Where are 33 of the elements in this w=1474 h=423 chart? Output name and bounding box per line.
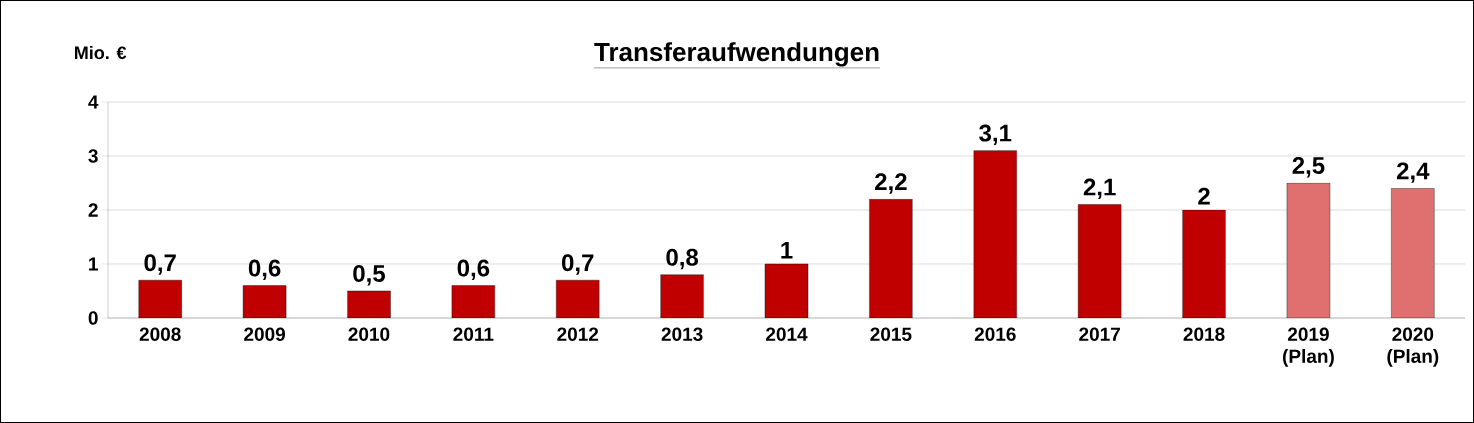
y-tick-label: 2 [88,203,98,217]
data-label: 2,2 [875,173,907,194]
data-label: 2 [1198,187,1210,205]
data-label: 0,6 [457,259,490,281]
data-label: 2,5 [1292,157,1325,178]
data-label: 0,7 [144,254,176,275]
chart-title: Transferaufwendungen [594,42,879,67]
data-label: 0,5 [353,265,385,286]
x-tick-label: 2011 [453,327,494,341]
y-tick-label: 3 [88,149,98,163]
x-tick-label: 2012 [557,327,599,341]
x-tick-label: 2019 (Plan) [1282,327,1334,367]
data-label: 0,8 [666,248,699,270]
x-tick-label: 2009 [244,327,285,341]
x-tick-label: 2014 [766,327,808,341]
data-label: 3,1 [979,124,1012,146]
x-tick-label: 2008 [139,327,181,341]
data-label: 2,4 [1396,162,1430,183]
data-label: 1 [781,241,793,259]
y-tick-label: 1 [89,257,98,271]
data-label: 2,1 [1083,178,1116,200]
x-tick-label: 2013 [661,327,703,342]
x-tick-label: 2016 [974,327,1016,341]
x-tick-label: 2015 [870,327,912,341]
x-tick-label: 2010 [348,327,390,341]
x-tick-label: 2017 [1079,327,1120,341]
y-tick-label: 0 [88,311,98,325]
x-tick-label: 2020 (Plan) [1387,327,1439,367]
y-axis-title: Mio. € [75,45,127,60]
data-label: 0,6 [248,259,281,281]
x-tick-label: 2018 [1183,327,1225,341]
data-label: 0,7 [562,254,594,275]
y-tick-label: 4 [88,95,99,109]
